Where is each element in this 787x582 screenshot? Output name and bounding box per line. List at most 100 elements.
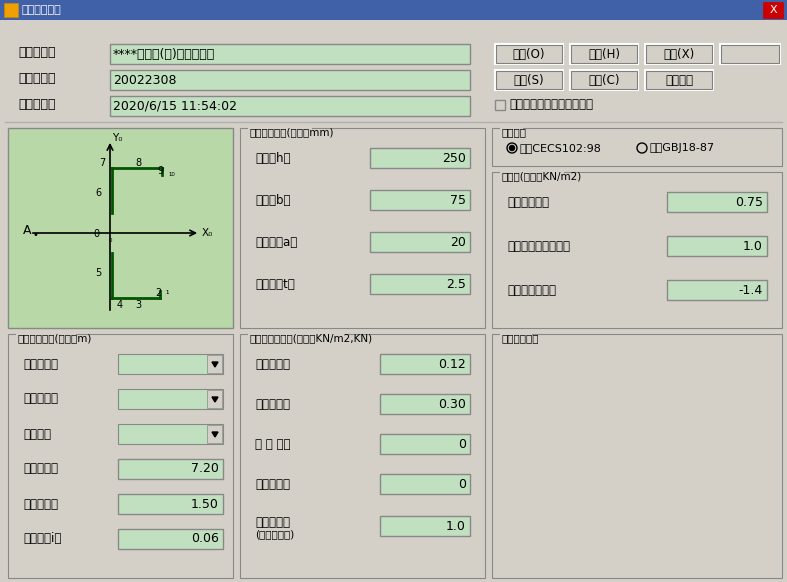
Text: 钢材型号：: 钢材型号： [23, 357, 58, 371]
Bar [248, 127, 312, 137]
Bar [645, 44, 713, 64]
Bar [500, 127, 523, 137]
Bar [380, 434, 470, 454]
Text: 檩条跨度：: 檩条跨度： [23, 463, 58, 475]
Bar [667, 192, 767, 212]
Bar [370, 148, 470, 168]
Text: 20: 20 [450, 236, 466, 249]
Text: ₁₀: ₁₀ [168, 169, 175, 178]
Text: 檩条截面参数(单位：mm): 檩条截面参数(单位：mm) [250, 127, 334, 137]
Bar [118, 354, 223, 374]
Text: 挠度限值：: 挠度限值： [23, 392, 58, 406]
Bar [0, 20, 787, 36]
Bar [240, 334, 485, 578]
Text: 显示(C): 显示(C) [588, 73, 619, 87]
Polygon shape [212, 432, 218, 437]
Text: ₁: ₁ [165, 286, 168, 296]
Text: 5: 5 [95, 268, 101, 278]
Bar [500, 333, 532, 343]
Text: -1.4: -1.4 [739, 283, 763, 296]
Text: 0.75: 0.75 [735, 196, 763, 208]
Text: 拉条数量: 拉条数量 [23, 428, 51, 441]
Bar [118, 529, 223, 549]
Circle shape [509, 146, 515, 151]
Text: 帮助(H): 帮助(H) [588, 48, 620, 61]
Text: 屋面板能阻止檩条侧向失稳: 屋面板能阻止檩条侧向失稳 [509, 98, 593, 112]
Text: ****工程墙(屋)面檩条计算: ****工程墙(屋)面檩条计算 [113, 48, 216, 61]
Text: 施工荷载：: 施工荷载： [255, 516, 290, 528]
Text: 关闭(X): 关闭(X) [663, 48, 695, 61]
Text: 规范GBJ18-87: 规范GBJ18-87 [650, 143, 715, 153]
Text: 250: 250 [442, 151, 466, 165]
Bar [495, 44, 563, 64]
Text: 自由翼缘a：: 自由翼缘a： [255, 236, 297, 249]
Bar [380, 354, 470, 374]
Text: 风荷载(单位：KN/m2): 风荷载(单位：KN/m2) [502, 171, 582, 181]
Bar [570, 44, 638, 64]
Text: 6: 6 [95, 188, 101, 198]
Bar [207, 425, 222, 443]
Bar [496, 45, 562, 63]
Bar [110, 96, 470, 116]
Bar [370, 232, 470, 252]
Text: 檩条板厚t：: 檩条板厚t： [255, 278, 295, 290]
Bar [118, 424, 223, 444]
Bar [110, 70, 470, 90]
Text: 8: 8 [135, 158, 141, 168]
Bar [207, 390, 222, 408]
Bar [646, 71, 712, 89]
Text: ₀: ₀ [109, 235, 113, 244]
Text: 积灰荷载：: 积灰荷载： [255, 477, 290, 491]
Bar [570, 70, 638, 90]
Text: 设计时间：: 设计时间： [18, 98, 56, 112]
Text: 屋面活载：: 屋面活载： [255, 398, 290, 410]
Bar [500, 171, 564, 181]
Bar [571, 45, 637, 63]
Text: 1.0: 1.0 [446, 520, 466, 533]
Text: 2: 2 [155, 288, 161, 298]
Bar [571, 71, 637, 89]
Bar [380, 516, 470, 536]
Bar [667, 280, 767, 300]
Text: 7: 7 [99, 158, 105, 168]
Text: 20022308: 20022308 [113, 73, 176, 87]
Text: 3: 3 [135, 300, 141, 310]
Text: 4: 4 [117, 300, 123, 310]
Polygon shape [212, 362, 218, 367]
Text: 屋面荷载标准值(单位：KN/m2,KN): 屋面荷载标准值(单位：KN/m2,KN) [250, 333, 373, 343]
Text: 规程CECS102:98: 规程CECS102:98 [520, 143, 602, 153]
Bar [248, 333, 345, 343]
Text: 0: 0 [94, 229, 100, 239]
Text: 1.0: 1.0 [743, 240, 763, 253]
Bar [8, 128, 233, 328]
Text: 7.20: 7.20 [191, 463, 219, 475]
Bar [667, 236, 767, 256]
Text: 工程名称：: 工程名称： [18, 47, 56, 59]
Bar [207, 355, 222, 373]
Bar [495, 70, 563, 90]
Polygon shape [212, 397, 218, 402]
Text: X: X [769, 5, 777, 15]
Bar [492, 172, 782, 328]
Text: 基本风压值：: 基本风压值： [507, 196, 549, 208]
Bar [118, 494, 223, 514]
Bar [495, 100, 505, 110]
Text: Y₀: Y₀ [112, 133, 123, 143]
Bar [370, 274, 470, 294]
Bar [370, 190, 470, 210]
Text: 雪 荷 载：: 雪 荷 载： [255, 438, 290, 450]
Text: 檩条间距：: 檩条间距： [23, 498, 58, 510]
Text: 风载体型系数：: 风载体型系数： [507, 283, 556, 296]
Text: 计算几何参数(单位：m): 计算几何参数(单位：m) [18, 333, 92, 343]
Bar [0, 0, 787, 20]
Bar [492, 128, 782, 166]
Text: 快速显示: 快速显示 [665, 73, 693, 87]
Text: 2020/6/15 11:54:02: 2020/6/15 11:54:02 [113, 100, 237, 112]
Bar [8, 334, 233, 578]
Text: 屋面恒载：: 屋面恒载： [255, 357, 290, 371]
Bar [380, 394, 470, 414]
Text: 0.06: 0.06 [191, 533, 219, 545]
Bar [110, 44, 470, 64]
Text: 设计规范: 设计规范 [502, 127, 527, 137]
Text: 翼缘宽b：: 翼缘宽b： [255, 193, 290, 207]
